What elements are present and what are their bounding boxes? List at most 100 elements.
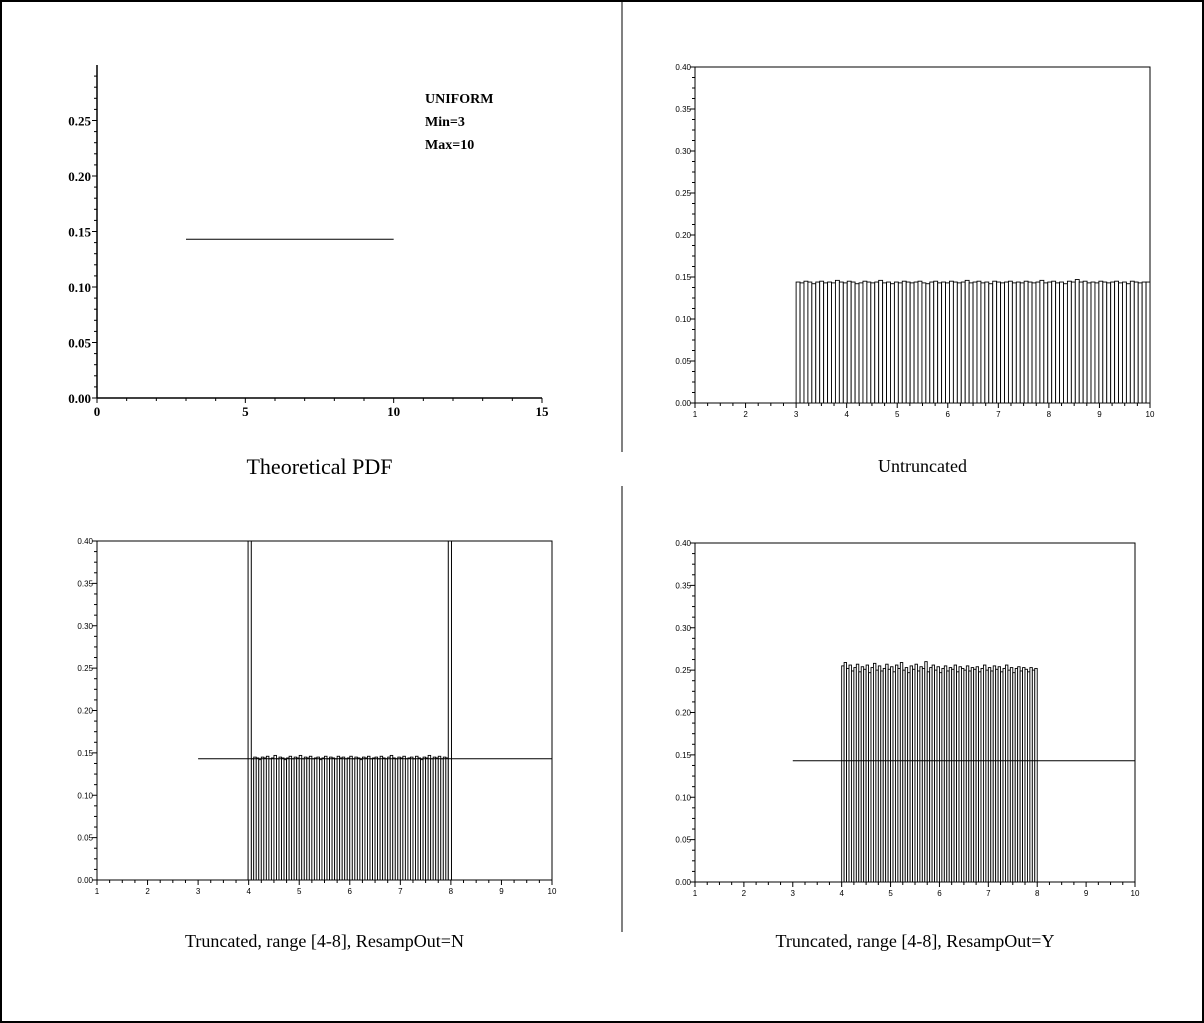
y-tick-label: 0.00 — [675, 399, 691, 408]
histogram-bar — [1063, 283, 1068, 404]
x-tick-label: 1 — [693, 889, 698, 898]
x-tick-label: 2 — [743, 410, 748, 419]
x-tick-label: 6 — [946, 410, 951, 419]
histogram-bar — [996, 281, 1002, 404]
histogram-bar — [956, 282, 962, 404]
y-tick-label: 0.15 — [77, 749, 93, 758]
histogram-bar — [1129, 280, 1135, 404]
x-tick-label: 15 — [536, 404, 550, 419]
histogram-bar — [1078, 281, 1084, 404]
histogram-bar — [913, 281, 919, 404]
x-tick-label: 3 — [196, 887, 201, 896]
x-tick-label: 5 — [297, 887, 302, 896]
panel-caption: Truncated, range [4-8], ResampOut=Y — [776, 931, 1055, 951]
y-tick-label: 0.15 — [675, 273, 691, 282]
y-tick-label: 0.10 — [675, 315, 691, 324]
histogram-bar — [842, 282, 848, 404]
x-tick-label: 5 — [895, 410, 900, 419]
histogram-bar — [937, 282, 943, 404]
histogram-bar — [1031, 282, 1037, 404]
histogram-bar — [949, 280, 954, 404]
histogram-bar — [1034, 667, 1038, 883]
histogram-bar — [960, 281, 966, 404]
chart-untruncated: 1 2 3 4 5 6 7 8 9 10 0.00 0.05 0.10 0.15 0.20 0.25 0.30 0… — [675, 63, 1155, 476]
histogram-bar — [901, 280, 907, 404]
y-tick-label: 0.00 — [68, 391, 91, 406]
histogram-bar — [807, 281, 813, 404]
histogram-bar — [976, 280, 982, 404]
histogram-bar — [854, 283, 860, 404]
x-tick-label: 2 — [742, 889, 747, 898]
y-tick-label: 0.10 — [77, 791, 93, 800]
x-tick-label: 9 — [1097, 410, 1102, 419]
histogram-bar — [886, 281, 891, 404]
histogram-bar — [1070, 281, 1076, 404]
y-tick-label: 0.15 — [68, 225, 91, 240]
histogram-bar — [988, 283, 994, 404]
histogram-bar — [1098, 280, 1104, 404]
y-tick-label: 0.35 — [77, 579, 93, 588]
histogram-bar — [831, 282, 836, 404]
histogram-bar — [1047, 281, 1053, 404]
histogram-bar — [795, 281, 801, 404]
histogram-bar — [921, 282, 927, 404]
edge-spike-bar — [247, 540, 252, 881]
x-tick-label: 3 — [791, 889, 796, 898]
histogram-bar — [866, 281, 872, 404]
y-tick-label: 0.20 — [68, 169, 91, 184]
histogram-bar — [964, 279, 970, 404]
histogram-bar — [799, 282, 805, 404]
x-tick-label: 8 — [1047, 410, 1052, 419]
chart-theoretical-pdf: 0 5 10 15 0.00 0.05 0.10 0.15 0.20 0.25 UNIFORM Min… — [68, 65, 549, 479]
histogram-bar — [834, 279, 840, 404]
y-tick-label: 0.15 — [675, 751, 691, 760]
histogram-bar — [827, 281, 832, 404]
x-tick-label: 4 — [844, 410, 849, 419]
histogram-bar — [1106, 282, 1112, 404]
histogram-bar — [1086, 282, 1092, 404]
histogram-bar — [1035, 281, 1041, 404]
chart-truncated-resamp-y: 1 2 3 4 5 6 7 8 9 10 0.00 0.05 0.10 0.15 0.20 0.25 0.30 0… — [675, 539, 1140, 951]
chart-truncated-resamp-n: 1 2 3 4 5 6 7 8 9 10 0.00 0.05 0.10 0.15 0.20 0.25 0.30 0… — [77, 537, 557, 951]
histogram-bar — [1000, 282, 1005, 404]
x-tick-label: 10 — [1146, 410, 1155, 419]
histogram-bar — [878, 279, 884, 404]
histogram-bar — [952, 281, 958, 404]
x-tick-label: 4 — [839, 889, 844, 898]
x-tick-label: 10 — [548, 887, 557, 896]
histogram-bar — [933, 280, 939, 404]
x-tick-label: 2 — [145, 887, 150, 896]
y-tick-label: 0.05 — [68, 336, 91, 351]
histogram-bar — [1007, 280, 1013, 404]
histogram-bar — [1066, 280, 1072, 404]
histogram-bar — [1102, 281, 1108, 404]
y-tick-label: 0.25 — [68, 114, 91, 129]
histogram-bar — [972, 281, 978, 404]
y-tick-label: 0.00 — [77, 876, 93, 885]
y-tick-label: 0.20 — [77, 707, 93, 716]
y-tick-label: 0.30 — [77, 622, 93, 631]
histogram-bar — [823, 282, 829, 404]
x-tick-label: 9 — [499, 887, 504, 896]
x-tick-label: 7 — [398, 887, 403, 896]
histogram-bar — [1015, 281, 1021, 404]
histogram-bar — [980, 282, 986, 404]
y-tick-label: 0.25 — [675, 189, 691, 198]
histogram-bar — [917, 280, 923, 404]
histogram-bar — [945, 282, 950, 404]
y-tick-label: 0.30 — [675, 624, 691, 633]
panel-caption: Untruncated — [878, 456, 967, 476]
histogram-bar — [1125, 283, 1131, 404]
y-tick-label: 0.35 — [675, 105, 691, 114]
histogram-bar — [1011, 282, 1017, 404]
histogram-bar — [882, 282, 887, 404]
x-tick-label: 6 — [937, 889, 942, 898]
distribution-annotation: Max=10 — [425, 138, 474, 153]
histogram-bar — [1051, 280, 1057, 404]
histogram-bar — [1110, 281, 1116, 404]
histogram-bar — [1019, 282, 1025, 404]
y-tick-label: 0.40 — [77, 537, 93, 546]
distribution-annotation: UNIFORM — [425, 92, 493, 107]
x-tick-label: 1 — [693, 410, 698, 419]
x-tick-label: 3 — [794, 410, 799, 419]
